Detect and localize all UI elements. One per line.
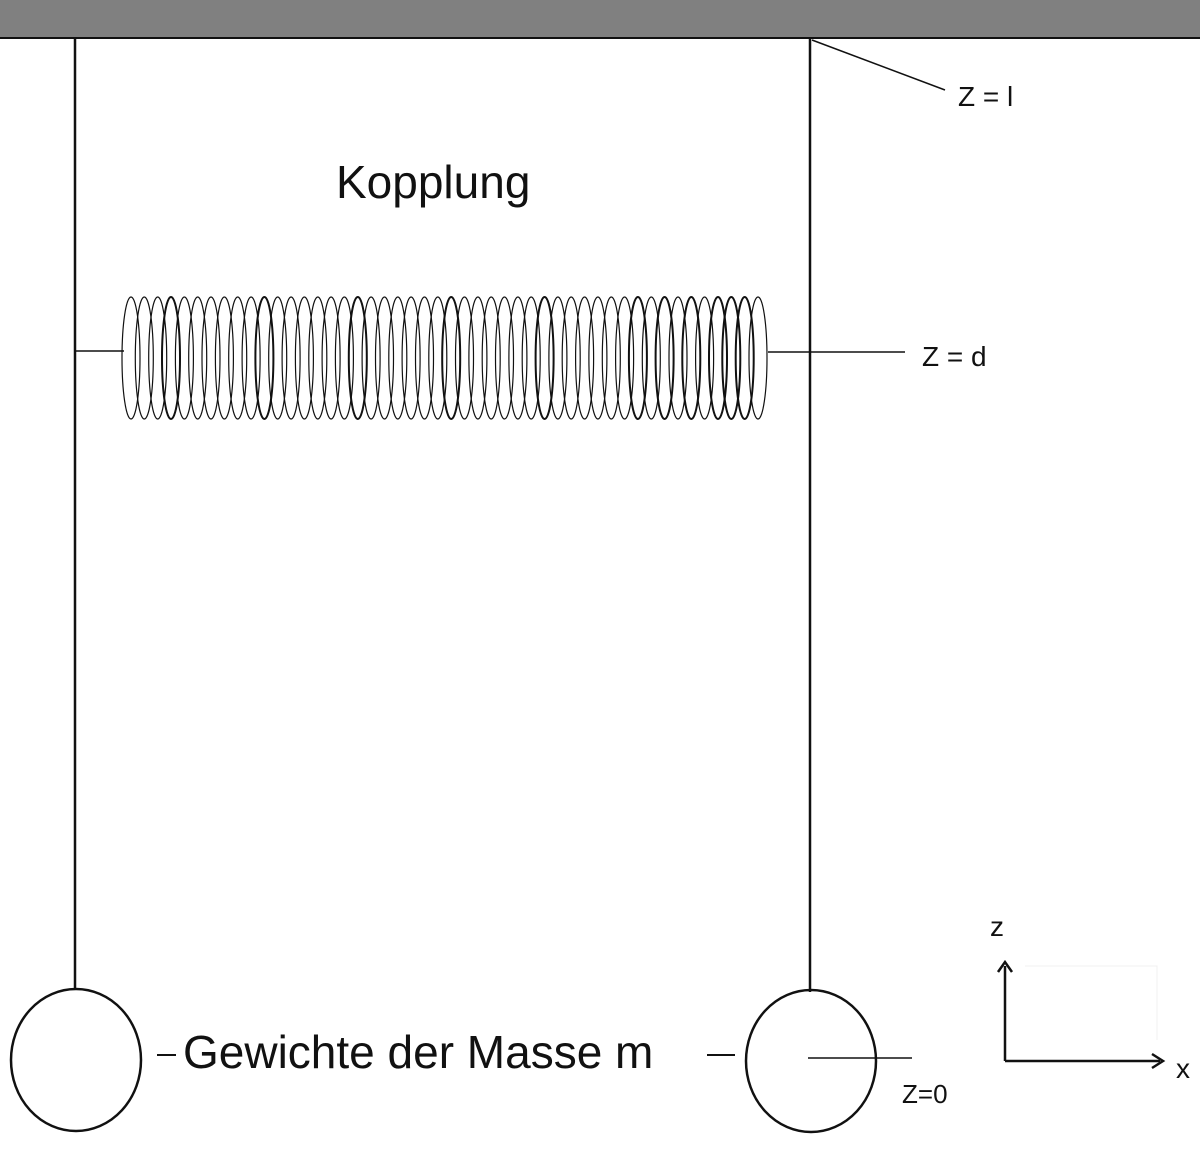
spring-coil [574,296,595,420]
spring-coil [548,296,568,420]
spring-coil [494,296,515,420]
spring-coil [254,296,275,420]
spring-coil [228,296,248,420]
spring-coil [681,296,702,420]
spring-coil [294,296,314,420]
spring-coil [668,296,688,420]
spring-coil [121,296,141,420]
z-axis-label: z [990,911,1004,942]
spring-coil [468,296,488,420]
spring-coil [214,296,234,420]
spring-coil [748,296,768,420]
z-zero-label: Z=0 [902,1079,948,1109]
spring-coil [428,296,448,420]
spring-coil [588,296,608,420]
spring-coil [508,296,528,420]
z-axis-arrowhead [996,959,1014,973]
spring-coil [534,296,555,420]
spring-coil [694,296,715,420]
spring-coil [601,296,621,420]
spring-coil [161,296,181,420]
spring-coil [481,296,501,420]
spring-coil [441,296,462,420]
spring-coil [241,296,261,420]
spring-coil [188,296,208,420]
spring-coil [641,296,661,420]
z-top-label: Z = l [958,81,1013,112]
spring-coil [627,296,648,420]
spring-coil [321,296,341,420]
right-mass [744,988,878,1134]
spring-coil [521,296,541,420]
spring-coil [347,296,368,420]
x-axis-arrowhead [1151,1052,1166,1070]
spring-coil [734,296,755,420]
mass-label: Gewichte der Masse m [183,1026,653,1078]
x-axis-label: x [1176,1053,1190,1084]
spring-coil [374,296,395,420]
z-spring-label: Z = d [922,341,987,372]
spring-coil [148,296,168,420]
spring-coil [281,296,301,420]
spring-coil [454,296,475,420]
axes-faint-guide [1025,965,1158,1040]
z-top-pointer [811,39,946,91]
spring-coil [414,296,435,420]
left-mass [9,987,143,1133]
spring-coil [401,296,421,420]
spring-coil [388,296,408,420]
spring-coil [134,296,154,420]
ceiling-bar [0,0,1200,38]
spring-coil [361,296,381,420]
spring-coil [308,296,328,420]
spring-coil [334,296,354,420]
spring-coil [174,296,194,420]
spring-coil [721,296,742,420]
spring-coil [708,296,728,420]
spring-coil [614,296,635,420]
spring-coil [561,296,581,420]
spring-coil [201,296,221,420]
coupling-title: Kopplung [336,156,530,208]
spring-coil [654,296,675,420]
spring-coil [268,296,288,420]
coupling-spring [121,296,768,420]
